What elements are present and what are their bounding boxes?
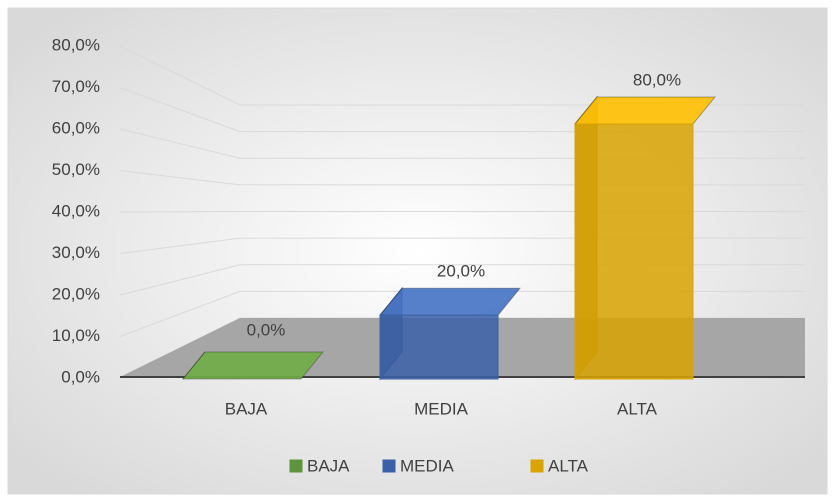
legend-label: ALTA — [548, 456, 589, 475]
bar-top — [573, 96, 717, 125]
y-tick-label: 30,0% — [52, 243, 100, 262]
bar-top — [378, 287, 522, 316]
legend-swatch — [382, 459, 396, 473]
bar — [181, 351, 325, 380]
bar — [378, 286, 522, 381]
bar-top — [181, 351, 325, 380]
y-tick-label: 20,0% — [52, 284, 100, 303]
plot-background — [7, 7, 828, 495]
data-label: 20,0% — [437, 262, 485, 281]
legend-label: MEDIA — [400, 456, 455, 475]
data-label: 80,0% — [633, 70, 681, 89]
data-label: 0,0% — [247, 320, 286, 339]
legend-swatch — [289, 459, 303, 473]
x-tick-label: ALTA — [617, 399, 658, 418]
x-tick-label: MEDIA — [414, 399, 469, 418]
y-tick-label: 10,0% — [52, 326, 100, 345]
y-tick-label: 50,0% — [52, 160, 100, 179]
bar — [573, 95, 717, 381]
y-tick-label: 60,0% — [52, 118, 100, 137]
legend-swatch — [530, 459, 544, 473]
y-tick-label: 0,0% — [61, 367, 100, 386]
y-tick-label: 70,0% — [52, 77, 100, 96]
y-tick-label: 80,0% — [52, 35, 100, 54]
bar-front — [379, 314, 499, 380]
x-tick-label: BAJA — [225, 399, 268, 418]
y-tick-label: 40,0% — [52, 201, 100, 220]
bar-front — [574, 123, 694, 380]
grid-line — [119, 211, 805, 213]
legend-label: BAJA — [307, 456, 350, 475]
